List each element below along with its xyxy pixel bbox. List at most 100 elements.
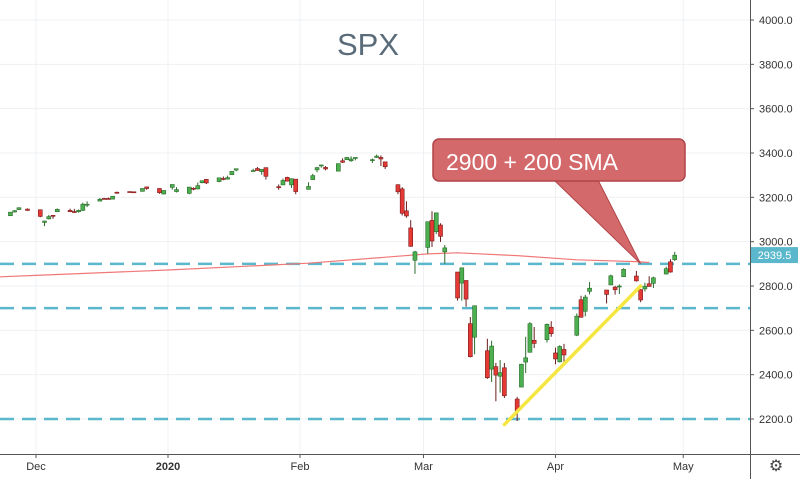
candle-body [353, 157, 358, 159]
candle-body [255, 168, 260, 171]
candle [642, 282, 648, 292]
candle-body [186, 186, 192, 194]
candle-body [617, 285, 622, 288]
candle [548, 321, 554, 337]
candle [233, 168, 239, 172]
candle [46, 215, 52, 220]
candle [668, 259, 673, 273]
candle [553, 347, 558, 365]
candle-body [472, 305, 477, 338]
candle [284, 176, 290, 182]
candle-body [16, 207, 22, 210]
horizontal-levels [0, 262, 750, 421]
candle [293, 178, 299, 195]
candle [608, 274, 614, 286]
price-axis-label: 3000.0 [759, 237, 793, 249]
candle [310, 173, 316, 180]
candle [378, 155, 384, 167]
candle [344, 157, 350, 160]
trendline-layer [502, 284, 643, 427]
candle [191, 187, 196, 191]
candle-body [646, 283, 652, 287]
candle-body [191, 187, 196, 190]
candle [459, 267, 465, 301]
candle-body [455, 271, 460, 299]
candle-body [106, 198, 111, 200]
price-axis-label: 2400.0 [759, 370, 793, 382]
time-axis-label: 2020 [156, 461, 180, 473]
candle [531, 327, 537, 349]
candle-body [144, 186, 150, 189]
candle-body [110, 195, 115, 200]
candle-body [54, 209, 60, 213]
candle [497, 360, 503, 393]
candle [412, 250, 418, 274]
candles [8, 154, 678, 421]
candle [289, 178, 294, 189]
candle [651, 276, 656, 288]
candle-body [404, 210, 409, 217]
candle-body [127, 191, 132, 193]
candle [587, 282, 592, 295]
candle [174, 187, 179, 193]
candle [472, 305, 477, 355]
grid [0, 0, 750, 454]
candle-body [370, 159, 375, 161]
candle [42, 220, 47, 227]
candle [72, 208, 77, 213]
candle [455, 271, 460, 301]
settings-gear-icon[interactable]: ⚙ [768, 458, 784, 475]
candle [370, 158, 375, 163]
candle-body [344, 157, 350, 160]
time-axis-label: Mar [414, 461, 433, 473]
candle [408, 220, 414, 247]
candle-body [668, 261, 673, 273]
candle-body [318, 164, 324, 167]
candle [604, 289, 609, 304]
candle-body [502, 367, 507, 397]
candle-body [612, 286, 618, 291]
candle [161, 190, 167, 195]
candle-body [672, 254, 678, 260]
candle-body [161, 190, 167, 195]
candle [561, 343, 567, 362]
candle-body [195, 185, 201, 190]
candle-body [263, 167, 269, 177]
candle [485, 338, 490, 379]
candle-body [548, 326, 554, 334]
candle-body [497, 372, 503, 377]
candle [37, 209, 43, 218]
candle-body [408, 227, 414, 247]
candle [663, 266, 669, 275]
candle [336, 163, 341, 172]
candle-body [46, 216, 52, 220]
candle-body [382, 161, 388, 168]
candle [468, 317, 473, 358]
candle [195, 182, 201, 190]
candle [169, 184, 175, 190]
candle [557, 345, 563, 363]
candle-body [561, 349, 567, 356]
price-axis-label: 2200.0 [759, 414, 793, 426]
candle-body [216, 177, 222, 182]
candle-body [557, 346, 563, 363]
candle-body [519, 363, 524, 388]
candle-body [395, 184, 401, 193]
candle-body [642, 285, 648, 290]
candle-body [8, 211, 13, 217]
candle-body [37, 209, 43, 217]
candle-body [42, 220, 47, 223]
candle [425, 221, 431, 254]
candle [374, 154, 379, 158]
candle-body [604, 289, 609, 295]
candle [276, 184, 282, 190]
candle [144, 186, 150, 190]
price-axis-label: 3200.0 [759, 192, 793, 204]
candle-body [578, 299, 584, 318]
candle-body [531, 340, 537, 344]
candle-body [574, 315, 580, 336]
candle [438, 223, 443, 242]
candle-body [442, 247, 448, 253]
candle [199, 180, 205, 184]
